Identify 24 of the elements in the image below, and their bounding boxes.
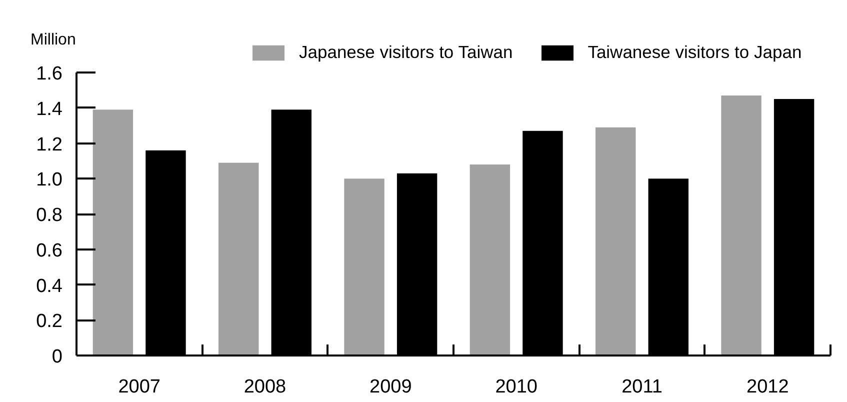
legend-label: Taiwanese visitors to Japan [588, 42, 802, 63]
y-tick-label: 1.2 [36, 134, 63, 156]
y-tick-label: 0.2 [36, 311, 63, 332]
y-tick-label: 0.6 [36, 240, 63, 262]
y-tick-label: 0.4 [36, 276, 63, 297]
x-tick-label: 2009 [370, 376, 412, 398]
bar [721, 95, 762, 356]
bar [344, 178, 384, 356]
y-tick-label: 1.0 [36, 170, 63, 191]
y-tick-label: 1.6 [36, 64, 63, 84]
x-tick-label: 2007 [118, 376, 160, 398]
bar [470, 164, 510, 356]
bar [218, 162, 259, 356]
bar [92, 110, 134, 356]
x-tick-label: 2011 [622, 376, 662, 398]
y-tick-label: 0 [52, 346, 63, 368]
y-tick-label: 1.4 [36, 98, 63, 120]
x-tick-label: 2012 [746, 376, 789, 398]
legend-label: Japanese visitors to Taiwan [299, 42, 513, 63]
x-tick-label: 2008 [244, 376, 286, 398]
x-tick-label: 2010 [495, 376, 538, 398]
y-tick-label: 0.8 [36, 205, 63, 226]
bar [596, 127, 636, 356]
y-axis-title: Million [30, 32, 76, 48]
